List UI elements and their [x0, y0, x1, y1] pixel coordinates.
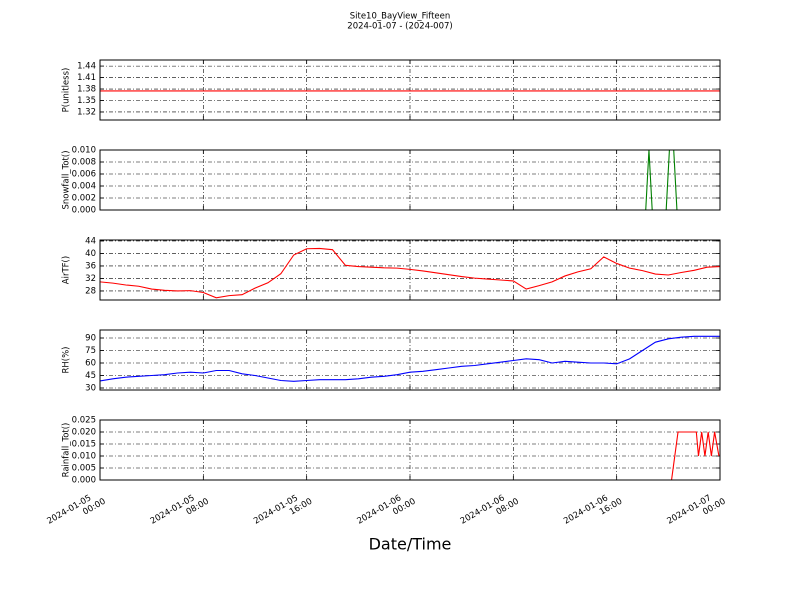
y-tick-label: 0.000: [72, 476, 96, 486]
data-line: [99, 247, 721, 299]
y-tick-label: 90: [85, 334, 96, 344]
data-line: [100, 431, 720, 481]
y-tick-label: 1.38: [77, 85, 96, 95]
y-axis-label: Rainfall_Tot(): [62, 423, 72, 478]
panel: 0.000 0.002 0.004 0.006 0.008 0.010Snowfall_T…: [62, 146, 721, 216]
y-axis-label: Snowfall_Tot(): [62, 150, 72, 209]
y-tick-label: 1.32: [77, 107, 96, 117]
y-tick-label: 40: [85, 249, 96, 259]
y-tick-label: 0.020: [72, 428, 96, 438]
y-tick-label: 28: [85, 286, 96, 296]
axes-frame: [99, 329, 721, 391]
y-tick-label: 0.025: [72, 416, 96, 426]
y-tick-label: 0.015: [72, 440, 96, 450]
y-tick-label: 0.006: [72, 170, 96, 180]
data-line: [99, 335, 720, 382]
chart-title: Site10_BayView_Fifteen: [350, 12, 451, 22]
y-tick-label: 1.35: [77, 96, 96, 106]
y-tick-label: 60: [85, 359, 96, 369]
y-tick-label: 1.41: [77, 73, 96, 83]
axes-frame: [99, 419, 721, 481]
y-tick-label: 75: [85, 346, 96, 356]
y-tick-label: 32: [85, 274, 96, 284]
x-axis-label: Date/Time: [369, 535, 452, 554]
y-tick-label: 0.005: [72, 464, 96, 474]
y-tick-label: 0.008: [72, 158, 96, 168]
axes-frame: [99, 149, 721, 211]
panel: 1.321.351.38 1.411.44 P(unitless): [62, 59, 721, 121]
y-tick-label: 30: [85, 384, 96, 394]
chart-subtitle: 2024-01-07 - (2024-007): [347, 22, 452, 32]
y-axis-label: AirTF(): [62, 256, 72, 284]
y-tick-label: 0.010: [72, 452, 96, 462]
y-tick-label: 45: [85, 371, 96, 381]
y-tick-label: 0.004: [72, 182, 96, 192]
y-tick-label: 1.44: [77, 62, 96, 72]
y-axis-label: P(unitless): [62, 68, 72, 113]
y-tick-label: 44: [85, 236, 96, 246]
y-tick-label: 0.010: [72, 146, 96, 156]
y-tick-label: 36: [85, 261, 96, 271]
axes-frame: [99, 239, 721, 301]
y-axis-label: RH(%): [62, 346, 72, 373]
panel: 30 45 60 75 90 RH(%): [62, 329, 721, 394]
y-tick-label: 0.000: [72, 206, 96, 216]
y-tick-label: 0.002: [72, 194, 96, 204]
panel: 28 32 36 40 44 AirTF(): [62, 236, 721, 301]
axes-frame: [99, 59, 721, 121]
